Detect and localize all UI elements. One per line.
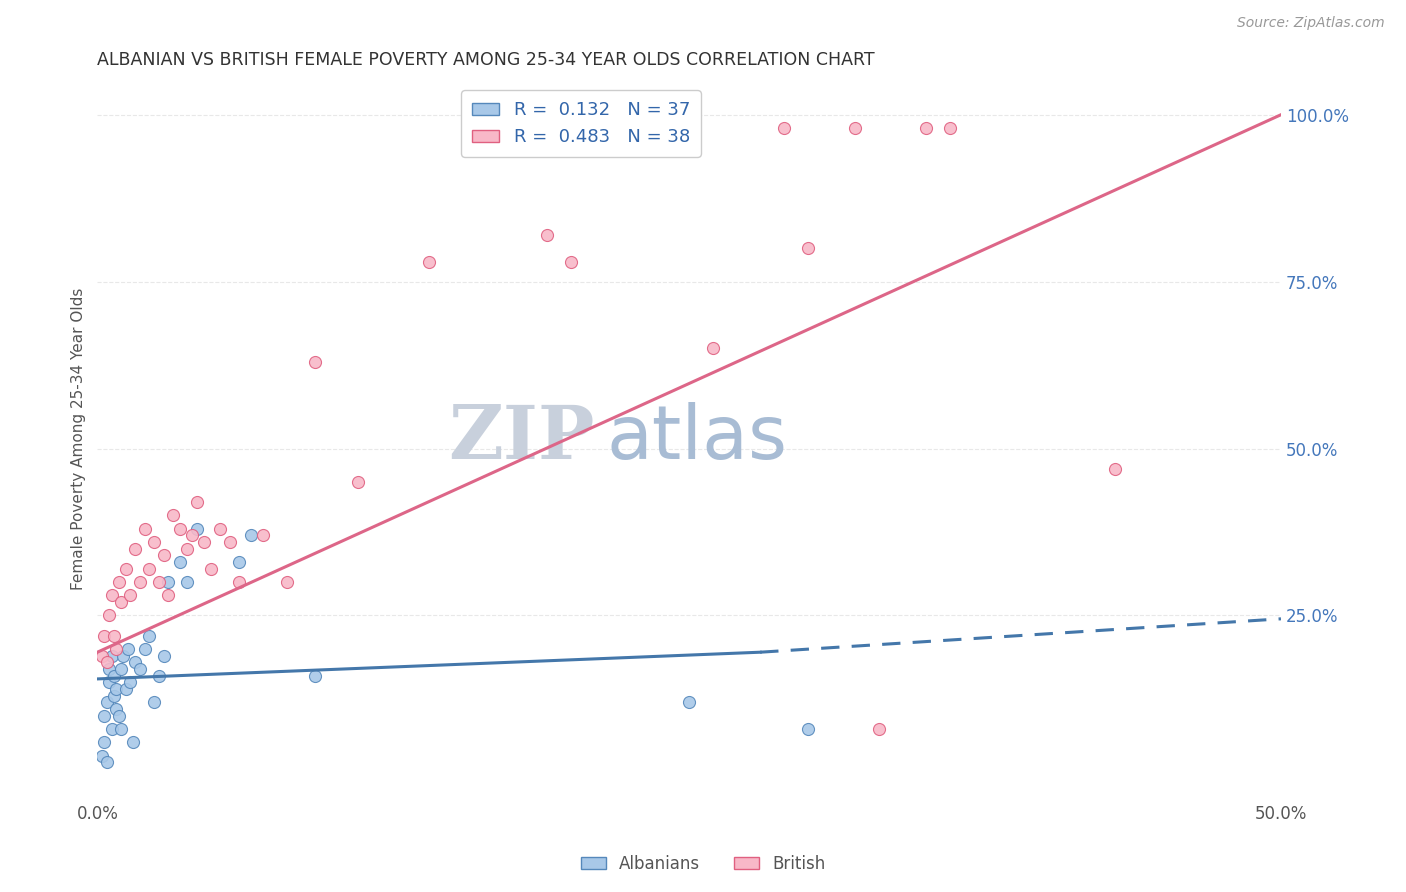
Point: [138, 562, 160, 576]
Point: [129, 575, 152, 590]
Point: [844, 121, 866, 136]
Point: [143, 535, 166, 549]
Point: [112, 648, 135, 663]
Point: [702, 342, 724, 356]
Point: [121, 735, 143, 749]
Point: [138, 628, 160, 642]
Point: [107, 708, 129, 723]
Point: [157, 575, 180, 590]
Point: [105, 702, 128, 716]
Point: [100, 722, 122, 736]
Point: [110, 722, 132, 736]
Point: [228, 575, 250, 590]
Point: [796, 722, 818, 736]
Point: [105, 641, 128, 656]
Point: [103, 668, 125, 682]
Point: [152, 648, 174, 663]
Point: [98, 608, 121, 623]
Point: [134, 522, 156, 536]
Point: [124, 655, 146, 669]
Point: [98, 662, 121, 676]
Point: [228, 555, 250, 569]
Point: [346, 475, 368, 489]
Point: [169, 522, 191, 536]
Point: [134, 641, 156, 656]
Point: [157, 589, 180, 603]
Legend: R =  0.132   N = 37, R =  0.483   N = 38: R = 0.132 N = 37, R = 0.483 N = 38: [461, 90, 702, 157]
Point: [176, 575, 198, 590]
Point: [120, 589, 142, 603]
Point: [93, 735, 115, 749]
Point: [143, 695, 166, 709]
Point: [162, 508, 184, 523]
Point: [868, 722, 890, 736]
Point: [103, 628, 125, 642]
Point: [1104, 461, 1126, 475]
Point: [98, 675, 121, 690]
Point: [120, 675, 142, 690]
Point: [938, 121, 960, 136]
Point: [93, 708, 115, 723]
Point: [103, 689, 125, 703]
Text: Source: ZipAtlas.com: Source: ZipAtlas.com: [1237, 16, 1385, 30]
Point: [114, 562, 136, 576]
Point: [100, 648, 122, 663]
Point: [96, 655, 118, 669]
Point: [100, 589, 122, 603]
Point: [304, 668, 326, 682]
Point: [772, 121, 794, 136]
Point: [181, 528, 204, 542]
Point: [124, 541, 146, 556]
Point: [193, 535, 215, 549]
Text: ALBANIAN VS BRITISH FEMALE POVERTY AMONG 25-34 YEAR OLDS CORRELATION CHART: ALBANIAN VS BRITISH FEMALE POVERTY AMONG…: [97, 51, 875, 69]
Point: [148, 575, 170, 590]
Point: [418, 254, 440, 268]
Point: [114, 681, 136, 696]
Point: [186, 495, 208, 509]
Point: [117, 641, 139, 656]
Point: [110, 595, 132, 609]
Point: [209, 522, 232, 536]
Text: ZIP: ZIP: [449, 402, 595, 475]
Point: [96, 756, 118, 770]
Point: [91, 648, 114, 663]
Point: [200, 562, 222, 576]
Point: [96, 695, 118, 709]
Point: [560, 254, 582, 268]
Point: [152, 549, 174, 563]
Point: [176, 541, 198, 556]
Point: [304, 355, 326, 369]
Point: [678, 695, 700, 709]
Point: [107, 575, 129, 590]
Point: [169, 555, 191, 569]
Point: [105, 681, 128, 696]
Point: [129, 662, 152, 676]
Point: [148, 668, 170, 682]
Point: [276, 575, 298, 590]
Legend: Albanians, British: Albanians, British: [574, 848, 832, 880]
Point: [796, 241, 818, 255]
Point: [110, 662, 132, 676]
Point: [91, 748, 114, 763]
Y-axis label: Female Poverty Among 25-34 Year Olds: Female Poverty Among 25-34 Year Olds: [72, 287, 86, 590]
Point: [219, 535, 242, 549]
Point: [186, 522, 208, 536]
Point: [240, 528, 263, 542]
Text: atlas: atlas: [606, 402, 787, 475]
Point: [915, 121, 938, 136]
Point: [93, 628, 115, 642]
Point: [536, 227, 558, 242]
Point: [252, 528, 274, 542]
